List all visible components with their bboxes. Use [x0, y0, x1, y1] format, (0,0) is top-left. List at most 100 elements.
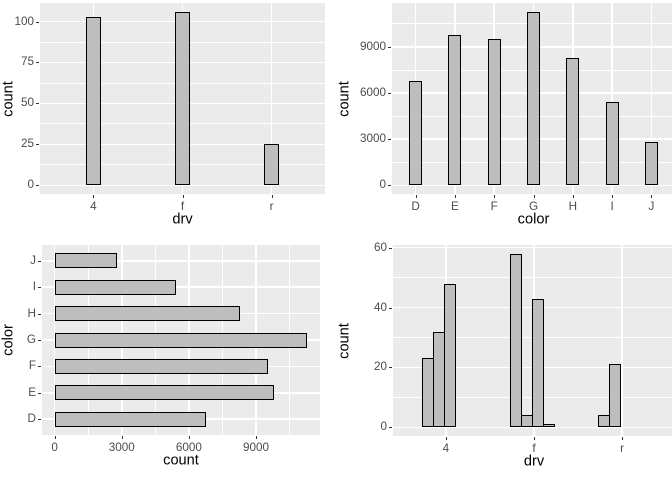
bar	[54, 279, 176, 295]
gridline-major	[393, 246, 672, 249]
tick-label: 9000	[359, 40, 386, 54]
plot-panel	[393, 245, 672, 436]
tick-mark	[188, 436, 190, 439]
bar	[543, 424, 555, 428]
bar	[527, 11, 540, 186]
gridline-minor	[393, 277, 672, 279]
tick-label: 50	[20, 96, 34, 110]
bar	[605, 101, 619, 186]
axis-title-y: count	[336, 80, 353, 117]
tick-mark	[36, 103, 39, 105]
gridline-major	[650, 3, 653, 194]
tick-label: 3000	[108, 441, 135, 454]
tick-mark	[389, 307, 392, 309]
tick-label: 4	[442, 442, 450, 455]
tick-label: 9000	[243, 441, 270, 454]
gridline-major	[270, 3, 273, 194]
tick-label: G	[528, 200, 539, 213]
tick-label: D	[411, 200, 420, 213]
bar	[54, 253, 118, 269]
axis-title-y: color	[0, 324, 17, 356]
tick-label: I	[32, 280, 36, 294]
tick-mark	[415, 195, 417, 198]
tick-label: f	[532, 442, 536, 455]
tick-label: 3000	[359, 132, 386, 146]
tick-label: r	[620, 442, 625, 455]
tick-label: 0	[51, 441, 58, 454]
tick-label: 6000	[175, 441, 202, 454]
tick-label: r	[269, 200, 274, 213]
bar	[54, 332, 308, 348]
plot-panel	[40, 3, 325, 194]
axis-title-x: drv	[523, 453, 545, 470]
bar	[54, 385, 274, 401]
tick-mark	[38, 340, 41, 341]
tick-label: D	[27, 412, 36, 426]
tick-mark	[445, 437, 447, 440]
tick-mark	[388, 46, 391, 48]
tick-label: J	[30, 253, 36, 267]
tick-label: G	[26, 333, 36, 347]
tick-mark	[54, 436, 56, 439]
tick-mark	[38, 287, 41, 289]
bar	[85, 16, 101, 186]
tick-mark	[38, 366, 41, 368]
bar	[443, 283, 456, 428]
bar	[532, 298, 544, 428]
tick-mark	[622, 437, 624, 440]
bar	[54, 306, 241, 322]
bar	[644, 142, 658, 186]
tick-mark	[271, 195, 273, 198]
tick-mark	[38, 313, 41, 315]
tick-mark	[36, 185, 39, 187]
tick-mark	[38, 260, 41, 262]
chart-drv-count: 0 25 50 75 100 4 f r drv count	[0, 0, 336, 240]
tick-mark	[389, 367, 392, 369]
plot-panel	[392, 3, 672, 194]
tick-mark	[389, 427, 392, 429]
bar	[175, 11, 190, 186]
tick-mark	[182, 195, 184, 198]
plot-panel	[42, 245, 320, 435]
tick-label: H	[27, 306, 36, 320]
gridline-major	[621, 245, 623, 436]
axis-title-y: count	[0, 80, 17, 117]
gridline-major	[393, 426, 672, 429]
tick-label: E	[28, 385, 36, 399]
tick-mark	[121, 436, 123, 439]
tick-mark	[494, 195, 496, 198]
tick-label: f	[180, 200, 185, 213]
tick-mark	[454, 195, 456, 198]
tick-label: 6000	[359, 86, 386, 100]
tick-label: 75	[20, 55, 34, 69]
chart-drv-count-dodged: 0 20 40 60 4 f r drv count	[336, 240, 672, 480]
tick-mark	[93, 195, 95, 198]
tick-mark	[388, 185, 391, 187]
tick-mark	[388, 139, 391, 141]
tick-label: I	[610, 200, 614, 213]
bar	[409, 81, 423, 186]
axis-title-x: drv	[172, 211, 193, 228]
tick-mark	[36, 144, 39, 146]
bar	[510, 253, 522, 428]
tick-mark	[651, 195, 653, 198]
tick-mark	[256, 436, 258, 439]
tick-mark	[38, 419, 41, 421]
tick-mark	[36, 21, 39, 23]
tick-mark	[533, 195, 535, 198]
bar	[264, 144, 280, 186]
tick-label: 25	[20, 137, 34, 151]
bar	[54, 411, 207, 427]
gridline-major	[42, 260, 320, 262]
tick-label: 4	[90, 200, 97, 213]
tick-mark	[572, 195, 574, 198]
axis-title-y: count	[336, 322, 353, 359]
gridline-major	[611, 3, 613, 194]
tick-label: F	[28, 359, 36, 373]
tick-mark	[38, 392, 41, 394]
tick-label: 0	[27, 178, 34, 192]
bar	[609, 364, 622, 428]
tick-label: 0	[379, 178, 386, 192]
axis-title-x: count	[163, 452, 199, 469]
